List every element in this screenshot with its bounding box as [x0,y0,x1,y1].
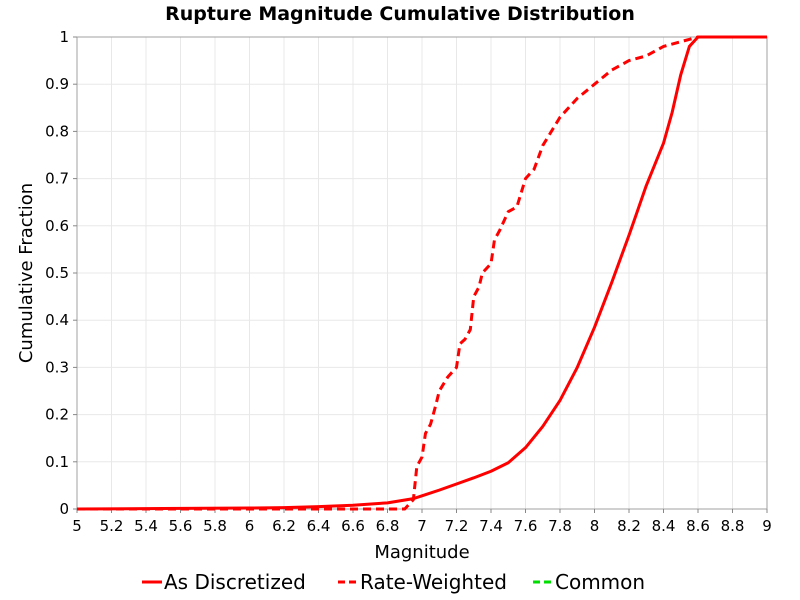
x-tick-label: 8.4 [652,517,676,535]
x-tick-label: 5.6 [169,517,193,535]
x-tick-label: 6 [245,517,255,535]
x-tick-label: 6.4 [307,517,331,535]
grid [76,36,768,510]
y-tick-label: 0.6 [45,217,69,235]
y-tick-label: 0.1 [45,453,69,471]
x-tick-label: 7.8 [548,517,572,535]
y-tick-label: 0 [59,500,69,518]
x-tick-label: 7.4 [479,517,503,535]
y-tick-label: 0.4 [45,311,69,329]
x-tick-label: 8 [590,517,600,535]
x-tick-label: 6.6 [341,517,365,535]
x-tick-label: 7.6 [514,517,538,535]
x-tick-label: 5.4 [134,517,158,535]
series-line-1 [77,35,767,511]
series [76,35,767,511]
y-tick-label: 0.2 [45,406,69,424]
x-axis-label: Magnitude [374,542,469,563]
x-tick-label: 5.2 [100,517,124,535]
x-tick-label: 8.2 [617,517,641,535]
x-tick-label: 7.2 [445,517,469,535]
chart-title: Rupture Magnitude Cumulative Distributio… [165,3,635,25]
legend: As Discretized Rate-Weighted Common [142,570,645,594]
ticks: 5 5.2 5.4 5.6 5.8 6 6.2 6.4 6.6 6.8 7 7.2 7.4 7.6 7.8 8… [45,28,772,535]
x-tick-label: 9 [762,517,772,535]
y-tick-label: 0.3 [45,358,69,376]
y-tick-label: 0.7 [45,170,69,188]
y-tick-label: 0.5 [45,264,69,282]
x-tick-label: 7 [417,517,427,535]
x-tick-label: 8.6 [686,517,710,535]
y-tick-label: 1 [59,28,69,46]
x-tick-label: 6.8 [376,517,400,535]
x-tick-label: 6.2 [272,517,296,535]
legend-label: As Discretized [164,570,306,594]
legend-label: Rate-Weighted [360,570,507,594]
x-tick-label: 5 [72,517,82,535]
y-tick-label: 0.9 [45,75,69,93]
series-line-0 [76,35,767,511]
x-tick-label: 8.8 [721,517,745,535]
y-axis-label: Cumulative Fraction [16,183,37,363]
y-tick-label: 0.8 [45,122,69,140]
legend-label: Common [555,570,645,594]
x-tick-label: 5.8 [203,517,227,535]
